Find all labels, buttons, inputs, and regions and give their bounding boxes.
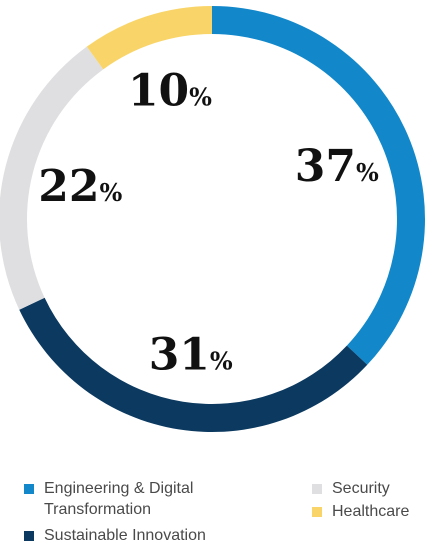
legend-item-security: Security: [312, 478, 432, 499]
slice-label-engineering-and-digital-transformation: 37%: [295, 141, 379, 192]
slice-value-sustainable-innovation: 31: [149, 329, 210, 380]
legend-item-healthcare: Healthcare: [312, 501, 432, 522]
legend-swatch-security: [312, 484, 322, 494]
slice-value-healthcare: 10: [128, 66, 189, 117]
slice-label-healthcare: 10%: [128, 66, 212, 117]
legend-swatch-engineering-digital-transformation: [24, 484, 34, 494]
slice-value-engineering-and-digital-transformation: 37: [295, 141, 356, 192]
slice-engineering-and-digital-transformation: [212, 6, 425, 365]
legend-label-healthcare: Healthcare: [332, 503, 410, 520]
slice-unit-healthcare: %: [189, 83, 212, 112]
legend-item-engineering-digital-transformation: Engineering & Digital Transformation: [24, 478, 244, 520]
slice-unit-engineering-and-digital-transformation: %: [356, 158, 379, 187]
legend-label-security: Security: [332, 480, 390, 497]
legend-swatch-sustainable-innovation: [24, 531, 34, 541]
slice-label-security: 22%: [38, 161, 122, 212]
slice-unit-sustainable-innovation: %: [210, 346, 233, 375]
donut-svg: 37%31%22%10%: [0, 6, 425, 432]
slice-unit-security: %: [99, 178, 122, 207]
legend-label-sustainable-innovation: Sustainable Innovation: [44, 527, 206, 544]
slice-value-security: 22: [38, 161, 99, 212]
slice-security: [0, 46, 104, 310]
legend: Engineering & Digital Transformation Sus…: [0, 478, 436, 549]
slice-healthcare: [86, 6, 212, 70]
legend-item-sustainable-innovation: Sustainable Innovation: [24, 525, 284, 546]
slice-sustainable-innovation: [19, 297, 368, 432]
legend-swatch-healthcare: [312, 507, 322, 517]
legend-label-engineering-digital-transformation: Engineering & Digital Transformation: [44, 480, 194, 518]
slice-label-sustainable-innovation: 31%: [149, 329, 233, 380]
